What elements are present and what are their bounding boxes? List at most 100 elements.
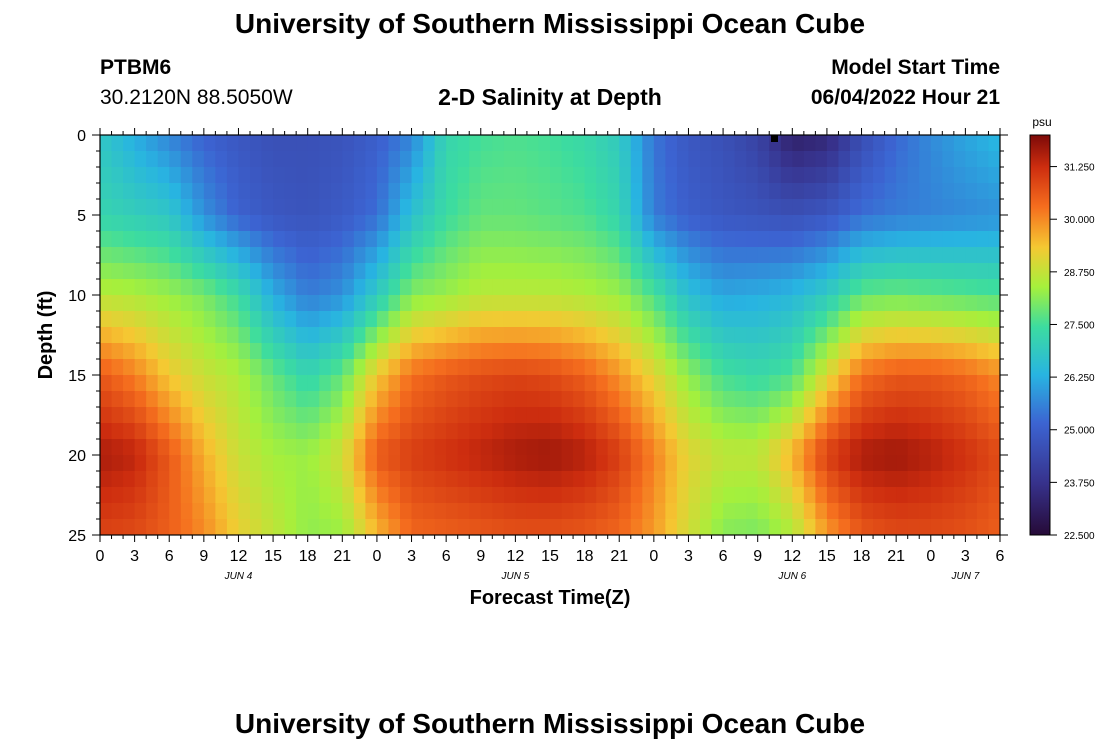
heatmap-cell bbox=[734, 343, 747, 360]
heatmap-cell bbox=[676, 503, 690, 520]
heatmap-cell bbox=[676, 519, 690, 535]
heatmap-cell bbox=[250, 343, 263, 360]
heatmap-cell bbox=[169, 295, 182, 312]
heatmap-cell bbox=[953, 391, 966, 408]
heatmap-cell bbox=[826, 183, 840, 200]
heatmap-cell bbox=[457, 455, 470, 472]
heatmap-cell bbox=[492, 327, 505, 344]
heatmap-cell bbox=[515, 407, 528, 424]
heatmap-cell bbox=[503, 327, 516, 344]
heatmap-cell bbox=[826, 375, 840, 392]
heatmap-cell bbox=[100, 359, 113, 376]
heatmap-cell bbox=[850, 247, 863, 264]
heatmap-cell bbox=[180, 247, 193, 264]
heatmap-cell bbox=[526, 487, 540, 504]
heatmap-cell bbox=[250, 407, 263, 424]
heatmap-cell bbox=[711, 455, 724, 472]
heatmap-cell bbox=[619, 407, 632, 424]
heatmap-cell bbox=[976, 439, 990, 456]
heatmap-cell bbox=[503, 503, 516, 520]
heatmap-cell bbox=[515, 151, 528, 168]
heatmap-cell bbox=[434, 311, 447, 328]
heatmap-cell bbox=[653, 231, 666, 248]
heatmap-cell bbox=[607, 471, 620, 488]
heatmap-cell bbox=[388, 279, 401, 296]
heatmap-cell bbox=[561, 471, 574, 488]
heatmap-cell bbox=[100, 487, 113, 504]
heatmap-cell bbox=[896, 439, 909, 456]
heatmap-cell bbox=[792, 407, 805, 424]
heatmap-cell bbox=[203, 375, 216, 392]
heatmap-cell bbox=[411, 135, 424, 152]
heatmap-cell bbox=[365, 151, 378, 168]
heatmap-cell bbox=[134, 295, 147, 312]
heatmap-cell bbox=[688, 199, 701, 216]
heatmap-cell bbox=[434, 215, 447, 232]
heatmap-cell bbox=[411, 439, 424, 456]
heatmap-cell bbox=[653, 503, 666, 520]
heatmap-cell bbox=[653, 407, 666, 424]
heatmap-cell bbox=[261, 423, 274, 440]
heatmap-cell bbox=[676, 423, 690, 440]
heatmap-cell bbox=[169, 407, 182, 424]
heatmap-cell bbox=[907, 295, 920, 312]
heatmap-cell bbox=[826, 279, 840, 296]
heatmap-cell bbox=[215, 519, 228, 535]
heatmap-cell bbox=[319, 407, 332, 424]
heatmap-cell bbox=[134, 359, 147, 376]
heatmap-cell bbox=[688, 455, 701, 472]
heatmap-cell bbox=[480, 215, 493, 232]
heatmap-cell bbox=[976, 423, 990, 440]
heatmap-cell bbox=[965, 519, 978, 535]
heatmap-cell bbox=[480, 311, 493, 328]
heatmap-cell bbox=[538, 503, 551, 520]
heatmap-cell bbox=[942, 311, 955, 328]
heatmap-cell bbox=[873, 135, 886, 152]
heatmap-cell bbox=[907, 519, 920, 535]
heatmap-cell bbox=[376, 487, 390, 504]
heatmap-cell bbox=[838, 407, 851, 424]
heatmap-cell bbox=[226, 151, 240, 168]
heatmap-cell bbox=[261, 151, 274, 168]
heatmap-cell bbox=[630, 151, 643, 168]
heatmap-cell bbox=[411, 311, 424, 328]
heatmap-cell bbox=[838, 423, 851, 440]
heatmap-cell bbox=[238, 407, 251, 424]
x-tick-label: 12 bbox=[230, 548, 248, 565]
heatmap-cell bbox=[261, 343, 274, 360]
heatmap-cell bbox=[180, 375, 193, 392]
heatmap-cell bbox=[803, 231, 816, 248]
heatmap-cell bbox=[930, 471, 943, 488]
x-tick-label: 9 bbox=[199, 548, 208, 565]
heatmap-cell bbox=[480, 343, 493, 360]
heatmap-cell bbox=[803, 263, 816, 280]
heatmap-cell bbox=[746, 391, 759, 408]
heatmap-cell bbox=[238, 391, 251, 408]
heatmap-cell bbox=[296, 279, 309, 296]
heatmap-cell bbox=[780, 407, 793, 424]
heatmap-cell bbox=[111, 167, 124, 184]
heatmap-cell bbox=[169, 423, 182, 440]
heatmap-cell bbox=[688, 359, 701, 376]
heatmap-cell bbox=[688, 407, 701, 424]
heatmap-cell bbox=[653, 183, 666, 200]
heatmap-cell bbox=[330, 295, 343, 312]
heatmap-cell bbox=[423, 279, 436, 296]
heatmap-cell bbox=[296, 199, 309, 216]
heatmap-cell bbox=[238, 231, 251, 248]
heatmap-cell bbox=[180, 167, 193, 184]
heatmap-cell bbox=[584, 279, 597, 296]
heatmap-cell bbox=[896, 167, 909, 184]
heatmap-cell bbox=[803, 295, 816, 312]
heatmap-cell bbox=[238, 455, 251, 472]
heatmap-cell bbox=[411, 391, 424, 408]
heatmap-cell bbox=[226, 247, 240, 264]
heatmap-cell bbox=[688, 471, 701, 488]
heatmap-cell bbox=[423, 455, 436, 472]
heatmap-cell bbox=[700, 151, 713, 168]
heatmap-cell bbox=[596, 263, 609, 280]
heatmap-cell bbox=[723, 423, 736, 440]
heatmap-cell bbox=[192, 471, 205, 488]
heatmap-cell bbox=[250, 263, 263, 280]
heatmap-cell bbox=[861, 375, 874, 392]
